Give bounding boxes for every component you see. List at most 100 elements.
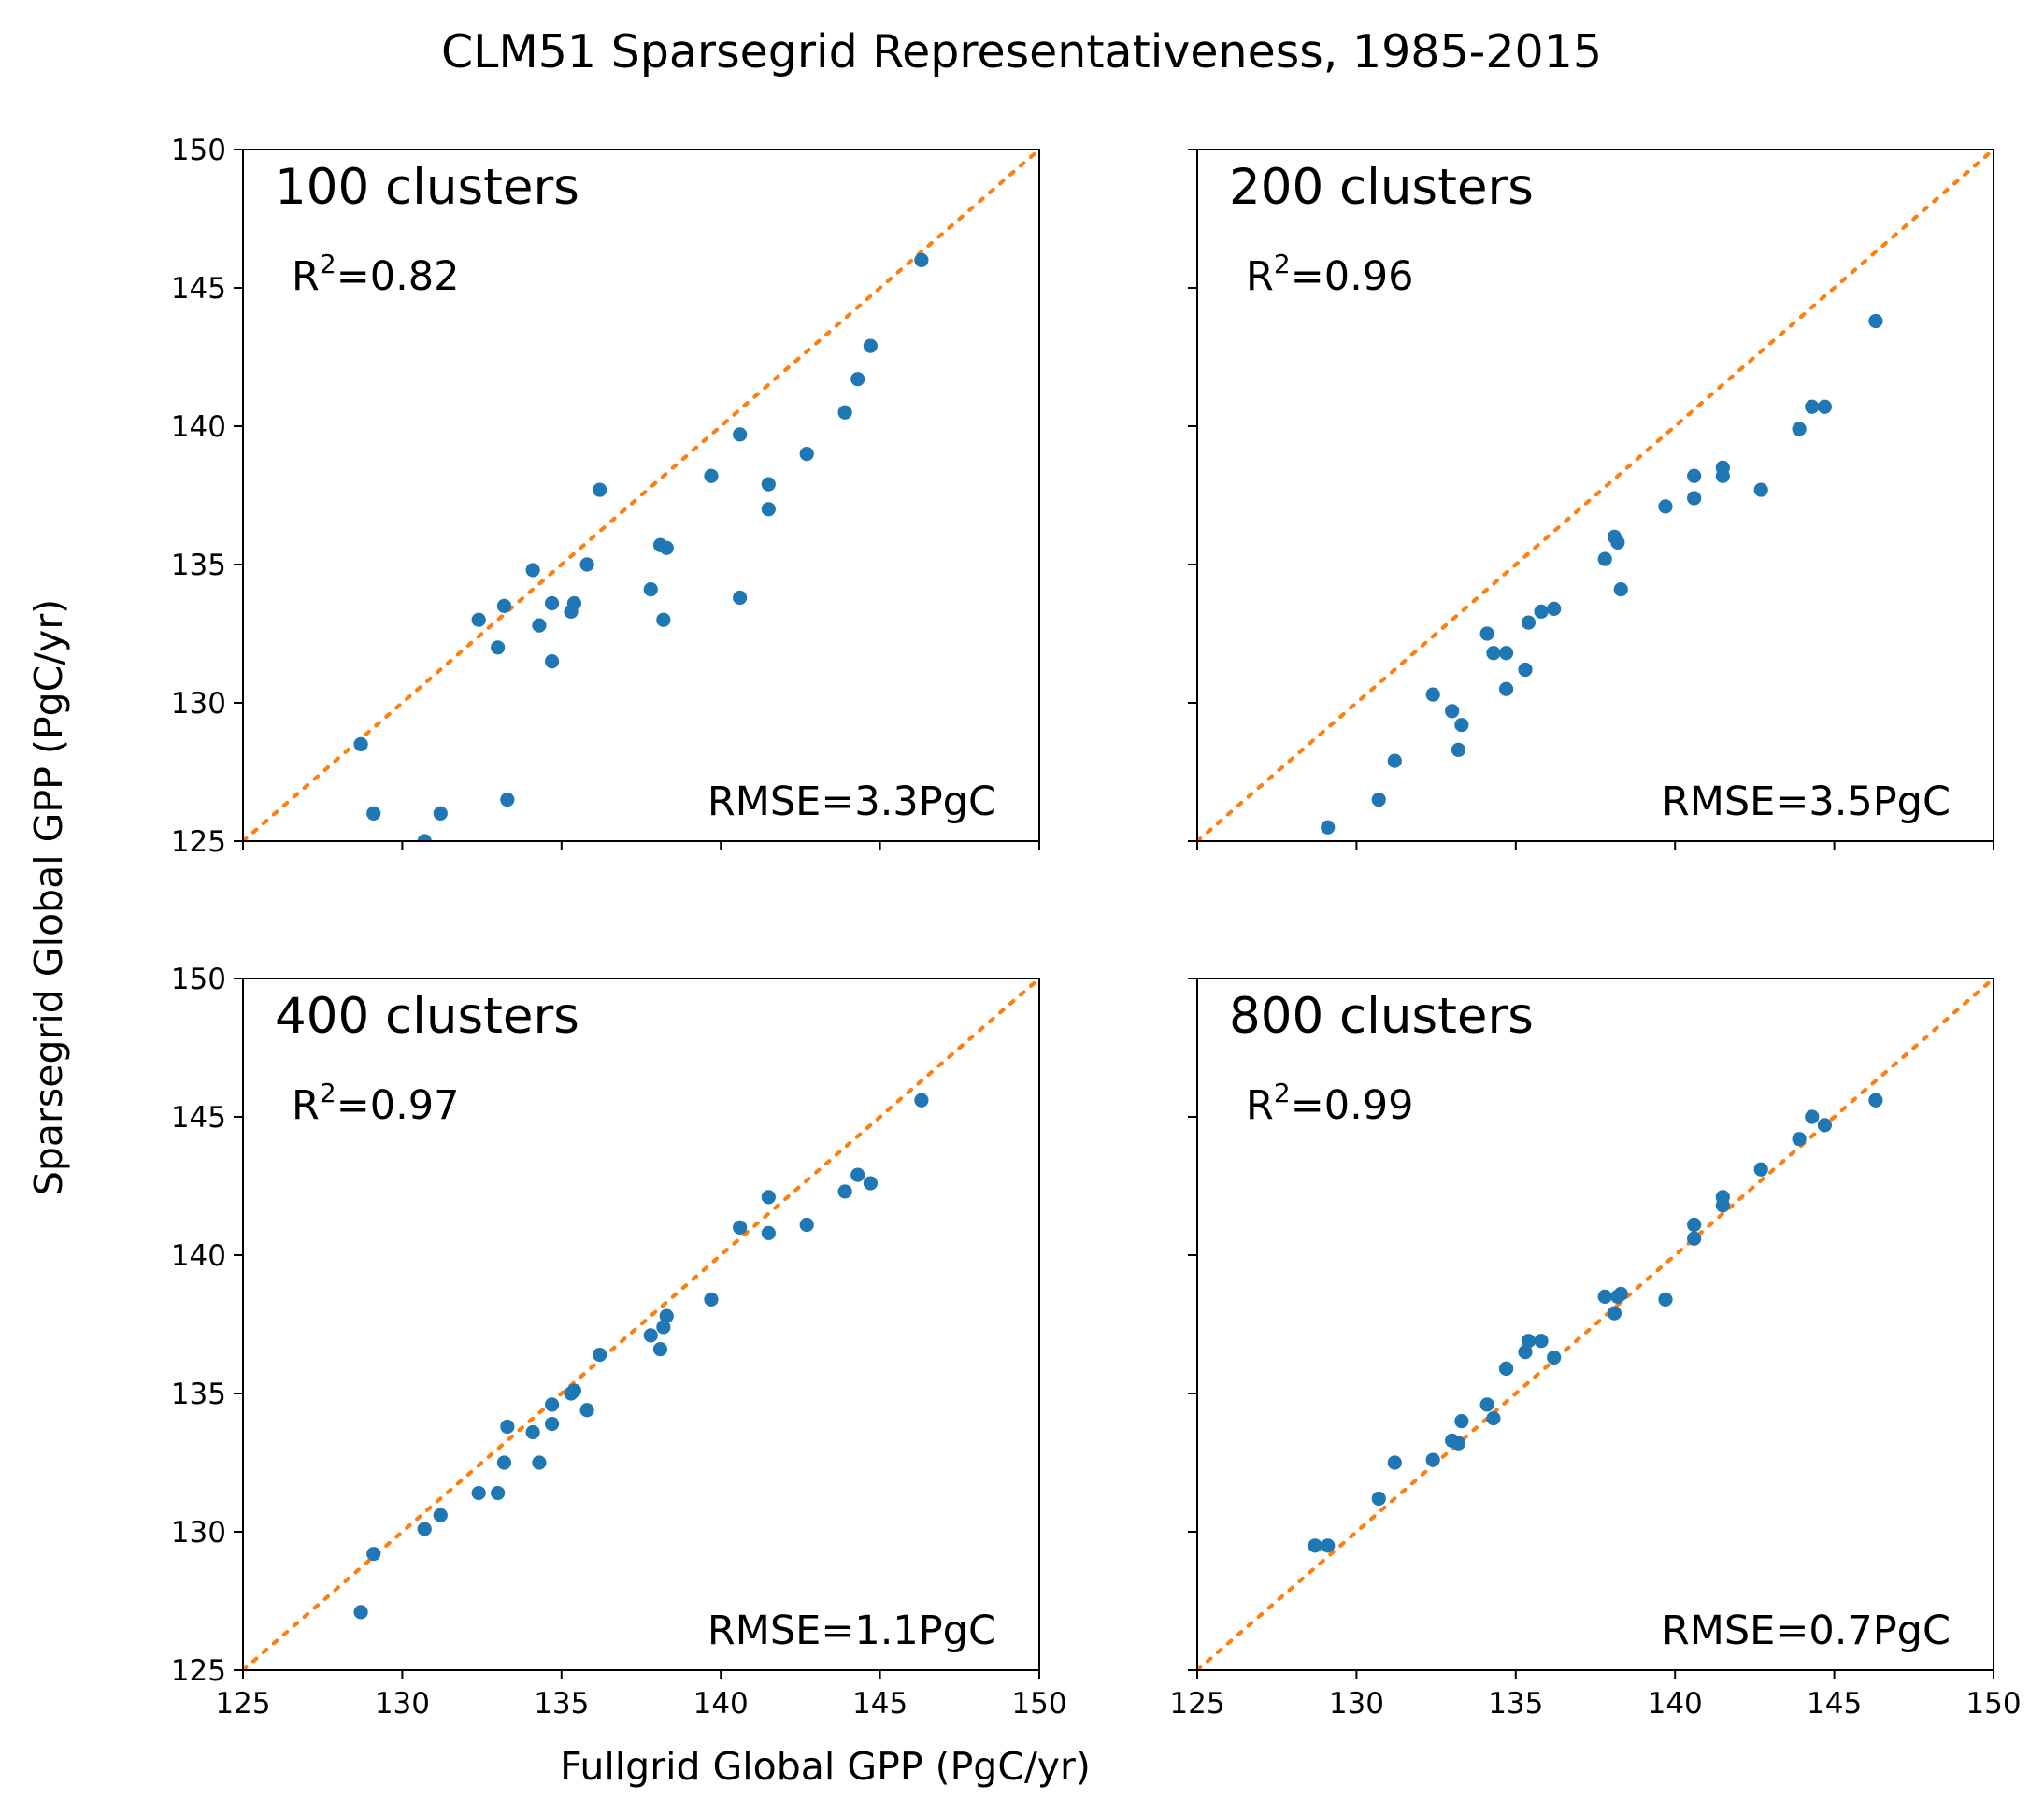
data-point: [1371, 1491, 1386, 1507]
data-point: [1817, 1118, 1832, 1133]
data-point: [1454, 1414, 1469, 1429]
data-point: [1321, 820, 1336, 835]
data-point: [733, 590, 748, 606]
x-tick-label: 125: [1169, 1687, 1224, 1721]
data-point: [579, 557, 594, 572]
identity-line: [1197, 150, 1994, 841]
x-tick-label: 130: [375, 1687, 430, 1721]
x-tick-label: 145: [852, 1687, 908, 1721]
data-point: [1486, 1411, 1501, 1426]
data-point: [1308, 1538, 1322, 1553]
rmse-annotation: RMSE=0.7PgC: [1662, 1608, 1951, 1654]
data-point: [433, 806, 448, 822]
x-tick-label: 130: [1329, 1687, 1384, 1721]
x-tick-label: 150: [1965, 1687, 2021, 1721]
data-point: [366, 806, 381, 822]
data-point: [1613, 582, 1628, 597]
data-point: [659, 540, 674, 555]
data-point: [566, 595, 582, 611]
data-point: [1445, 704, 1460, 719]
r-squared-annotation: R2=0.82: [292, 249, 460, 300]
axes-frame: [242, 149, 1040, 842]
data-point: [544, 1397, 560, 1412]
y-tick-label: 130: [171, 687, 226, 721]
data-point: [1521, 1334, 1537, 1349]
data-point: [1518, 1345, 1533, 1360]
panel-4: 125 130 135 140 145 150 800 clusters R2=0.99 RMS…: [1169, 978, 2022, 1721]
y-tick-label: 145: [171, 1101, 226, 1135]
data-point: [1518, 662, 1533, 678]
y-tick-label: 135: [171, 549, 226, 582]
data-point: [433, 1508, 448, 1522]
data-point: [914, 1093, 929, 1108]
y-tick-label: 140: [171, 410, 226, 444]
data-point: [1486, 646, 1501, 661]
y-axis-label: Sparsegrid Global GPP (PgC/yr): [26, 599, 71, 1195]
data-point: [656, 1320, 671, 1335]
r-squared-annotation: R2=0.97: [292, 1078, 460, 1129]
panel-3: 125 130 135 140 145 150 125 130 135 140 145 150 400 …: [171, 963, 1067, 1721]
panels: 125 130 135 140 145 150 100 clusters R2=0.82 RMS…: [171, 134, 2022, 1721]
data-point: [593, 1347, 607, 1363]
data-point: [1607, 1306, 1622, 1321]
data-point: [1715, 1198, 1730, 1213]
panel-1: 125 130 135 140 145 150 100 clusters R2=0.82 RMS…: [171, 134, 1040, 859]
data-point: [471, 612, 486, 627]
data-point: [1387, 1455, 1402, 1470]
plot-area: [243, 979, 1039, 1670]
data-point: [914, 252, 929, 267]
data-point: [1479, 626, 1494, 641]
data-point: [656, 612, 671, 627]
x-tick-label: 150: [1011, 1687, 1066, 1721]
data-point: [544, 1416, 560, 1432]
data-point: [643, 582, 658, 597]
data-point: [1753, 1162, 1768, 1177]
data-point: [525, 563, 540, 578]
data-point: [863, 338, 878, 353]
data-point: [566, 1383, 582, 1398]
data-point: [1597, 551, 1612, 566]
figure-title: CLM51 Sparsegrid Representativeness, 198…: [441, 25, 1602, 79]
panel-title: 400 clusters: [275, 988, 579, 1045]
data-point: [1534, 604, 1549, 619]
axes-frame: [242, 978, 1040, 1671]
data-point: [1454, 718, 1469, 733]
data-point: [1687, 1217, 1702, 1233]
axes-frame: [1196, 149, 1994, 842]
data-point: [1687, 1231, 1702, 1246]
data-point: [525, 1424, 540, 1440]
data-point: [1547, 1350, 1562, 1365]
data-point: [837, 1184, 852, 1199]
data-point: [1687, 468, 1702, 483]
x-tick-label: 140: [693, 1687, 749, 1721]
rmse-annotation: RMSE=3.5PgC: [1662, 779, 1951, 825]
data-point: [863, 1176, 878, 1191]
data-point: [1805, 399, 1820, 414]
plot-area: [1197, 979, 1994, 1670]
data-point: [544, 595, 560, 611]
data-point: [1521, 615, 1537, 630]
data-point: [1687, 491, 1702, 506]
rmse-annotation: RMSE=3.3PgC: [708, 779, 996, 825]
data-point: [1658, 499, 1673, 514]
y-tick-label: 135: [171, 1378, 226, 1411]
data-point: [799, 447, 814, 462]
data-point: [850, 372, 865, 387]
data-point: [1613, 1286, 1628, 1302]
data-point: [1498, 1361, 1514, 1376]
x-tick-label: 140: [1648, 1687, 1703, 1721]
data-point: [643, 1328, 658, 1343]
y-tick-label: 150: [171, 963, 226, 996]
data-point: [837, 405, 852, 420]
data-point: [1792, 422, 1807, 436]
data-point: [366, 1547, 381, 1562]
data-point: [1597, 1289, 1612, 1304]
data-point: [1425, 1452, 1440, 1467]
data-point: [1547, 601, 1562, 616]
identity-line: [243, 150, 1039, 841]
data-point: [491, 640, 506, 655]
y-tick-label: 130: [171, 1516, 226, 1550]
data-point: [704, 468, 719, 483]
y-tick-label: 125: [171, 1654, 226, 1688]
x-tick-label: 135: [1488, 1687, 1543, 1721]
